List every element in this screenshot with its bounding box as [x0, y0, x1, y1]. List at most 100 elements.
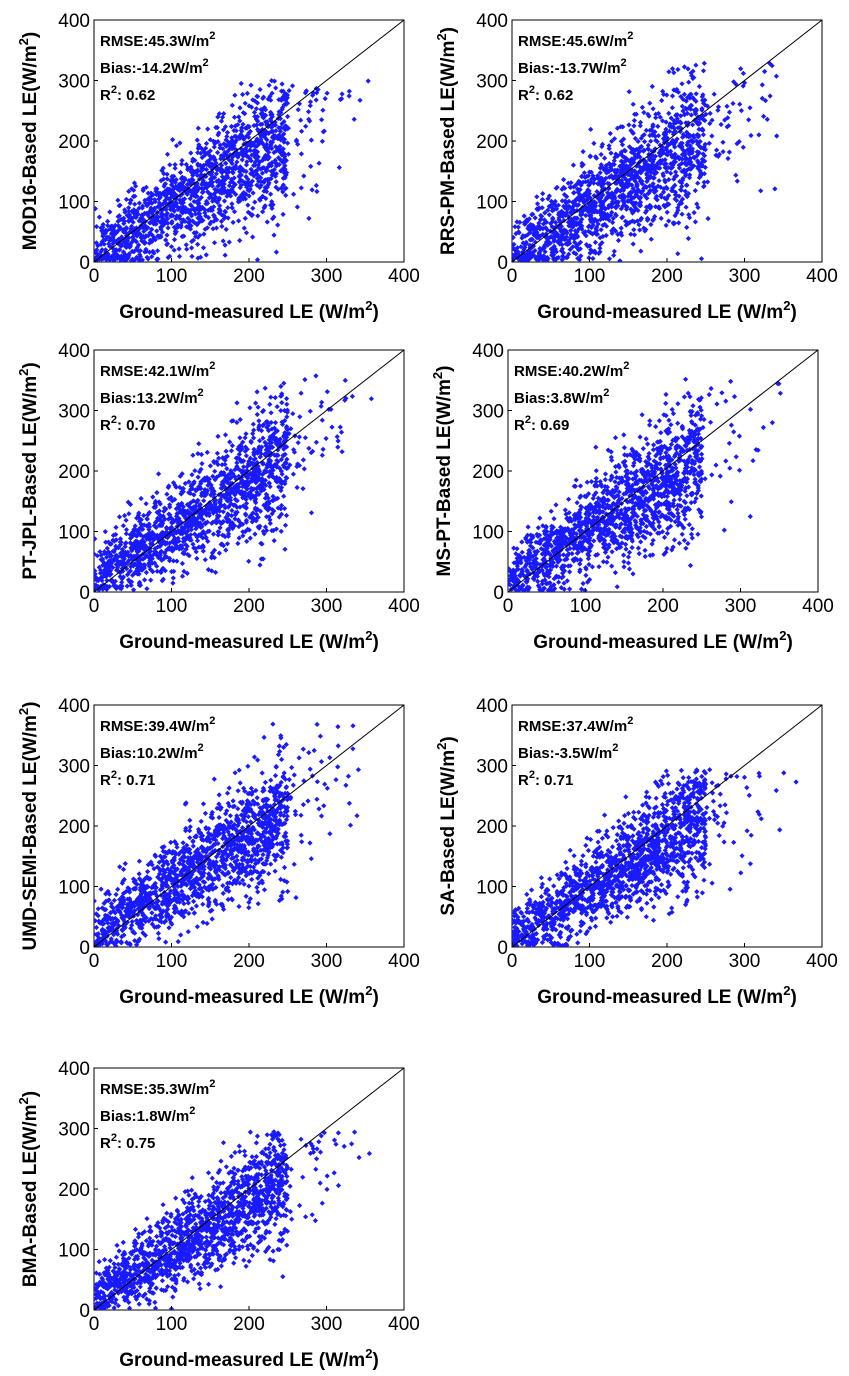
y-tick-label: 400	[58, 341, 90, 362]
rmse-label: RMSE:35.3W/m2	[100, 1078, 215, 1098]
y-axis-label: PT-JPL-Based LE(W/m2)	[16, 362, 41, 579]
y-axis-label: MOD16-Based LE(W/m2)	[16, 32, 41, 250]
y-tick-label: 200	[476, 817, 508, 838]
y-tick-label: 300	[58, 72, 90, 93]
y-tick-label: 100	[476, 193, 508, 214]
y-tick-label: 100	[476, 878, 508, 899]
x-tick-label: 100	[156, 266, 188, 287]
x-tick-label: 300	[311, 266, 343, 287]
y-axis-label: BMA-Based LE(W/m2)	[16, 1091, 41, 1287]
y-tick-label: 200	[58, 1180, 90, 1201]
bias-label: Bias:1.8W/m2	[100, 1105, 195, 1125]
y-tick-label: 200	[476, 132, 508, 153]
one-to-one-line	[93, 19, 405, 263]
y-tick-label: 100	[58, 193, 90, 214]
x-tick-label: 0	[89, 951, 100, 972]
x-tick-label: 400	[388, 596, 420, 617]
bias-label: Bias:13.2W/m2	[100, 387, 204, 407]
y-tick-label: 400	[58, 696, 90, 717]
y-tick-label: 300	[476, 757, 508, 778]
r-squared-label: R2: 0.70	[100, 414, 155, 434]
x-tick-label: 0	[503, 596, 514, 617]
y-tick-label: 0	[79, 1301, 90, 1322]
y-axis-label: MS-PT-Based LE(W/m2)	[430, 366, 455, 577]
rmse-label: RMSE:45.3W/m2	[100, 30, 215, 50]
x-tick-label: 100	[574, 266, 606, 287]
x-tick-label: 200	[233, 951, 265, 972]
y-tick-label: 200	[58, 462, 90, 483]
y-tick-label: 400	[58, 1059, 90, 1080]
x-tick-label: 100	[156, 951, 188, 972]
one-to-one-line	[93, 704, 405, 948]
chart-panel-pt-jpl: 0 100 200 300 400 0 100 200 300 400 Ground-measure…	[16, 341, 420, 653]
y-tick-label: 100	[58, 523, 90, 544]
y-tick-label: 400	[58, 11, 90, 32]
scatter-marker	[512, 767, 799, 947]
x-axis-label: Ground-measured LE (W/m2)	[537, 983, 797, 1008]
rmse-label: RMSE:45.6W/m2	[518, 30, 633, 50]
x-tick-label: 100	[156, 1314, 188, 1335]
x-tick-label: 0	[507, 951, 518, 972]
chart-panel-sa: 0 100 200 300 400 0 100 200 300 400 Ground-measure…	[434, 696, 838, 1008]
x-tick-label: 200	[651, 951, 683, 972]
chart-panel-ms-pt: 0 100 200 300 400 0 100 200 300 400 Ground-measure…	[430, 341, 834, 653]
one-to-one-line	[93, 1067, 405, 1311]
x-axis-label: Ground-measured LE (W/m2)	[119, 628, 379, 653]
x-tick-label: 200	[233, 1314, 265, 1335]
y-tick-label: 0	[497, 253, 508, 274]
y-tick-label: 100	[472, 523, 504, 544]
x-axis-label: Ground-measured LE (W/m2)	[119, 983, 379, 1008]
x-tick-label: 300	[729, 951, 761, 972]
y-tick-label: 300	[58, 402, 90, 423]
y-tick-label: 200	[58, 132, 90, 153]
rmse-label: RMSE:37.4W/m2	[518, 715, 633, 735]
x-tick-label: 0	[507, 266, 518, 287]
x-tick-label: 200	[233, 266, 265, 287]
scatter-points	[94, 1129, 372, 1310]
r-squared-label: R2: 0.71	[100, 769, 155, 789]
x-tick-label: 400	[806, 266, 838, 287]
chart-panel-umd-semi: 0 100 200 300 400 0 100 200 300 400 Ground-measure…	[16, 696, 420, 1008]
bias-label: Bias:10.2W/m2	[100, 742, 204, 762]
scatter-points	[94, 78, 371, 262]
scatter-points	[94, 721, 361, 947]
r-squared-label: R2: 0.71	[518, 769, 573, 789]
y-axis-label: SA-Based LE(W/m2)	[434, 736, 459, 915]
one-to-one-line	[511, 19, 823, 263]
y-tick-label: 100	[58, 1241, 90, 1262]
y-tick-label: 0	[79, 938, 90, 959]
y-tick-label: 300	[58, 757, 90, 778]
scatter-points	[512, 60, 780, 262]
scatter-marker	[512, 60, 780, 262]
one-to-one-line	[511, 704, 823, 948]
chart-panel-rrs-pm: 0 100 200 300 400 0 100 200 300 400 Ground-measure…	[434, 11, 838, 323]
r-squared-label: R2: 0.62	[100, 84, 155, 104]
x-axis-label: Ground-measured LE (W/m2)	[119, 1346, 379, 1371]
y-tick-label: 300	[476, 72, 508, 93]
x-tick-label: 100	[570, 596, 602, 617]
x-tick-label: 400	[802, 596, 834, 617]
r-squared-label: R2: 0.62	[518, 84, 573, 104]
bias-label: Bias:-14.2W/m2	[100, 57, 209, 77]
y-tick-label: 0	[497, 938, 508, 959]
one-to-one-line	[507, 349, 819, 593]
x-tick-label: 300	[311, 596, 343, 617]
x-tick-label: 400	[806, 951, 838, 972]
bias-label: Bias:3.8W/m2	[514, 387, 609, 407]
x-tick-label: 400	[388, 266, 420, 287]
x-tick-label: 0	[89, 266, 100, 287]
y-axis-label: RRS-PM-Based LE(W/m2)	[434, 27, 459, 255]
y-tick-label: 200	[472, 462, 504, 483]
x-tick-label: 300	[311, 1314, 343, 1335]
y-tick-label: 100	[58, 878, 90, 899]
one-to-one-line	[93, 349, 405, 593]
scatter-marker	[94, 78, 371, 262]
x-tick-label: 400	[388, 1314, 420, 1335]
chart-panel-mod16: 0 100 200 300 400 0 100 200 300 400 Ground-measure…	[16, 11, 420, 323]
y-tick-label: 0	[79, 253, 90, 274]
rmse-label: RMSE:39.4W/m2	[100, 715, 215, 735]
r-squared-label: R2: 0.75	[100, 1132, 155, 1152]
y-tick-label: 400	[476, 696, 508, 717]
x-tick-label: 0	[89, 1314, 100, 1335]
